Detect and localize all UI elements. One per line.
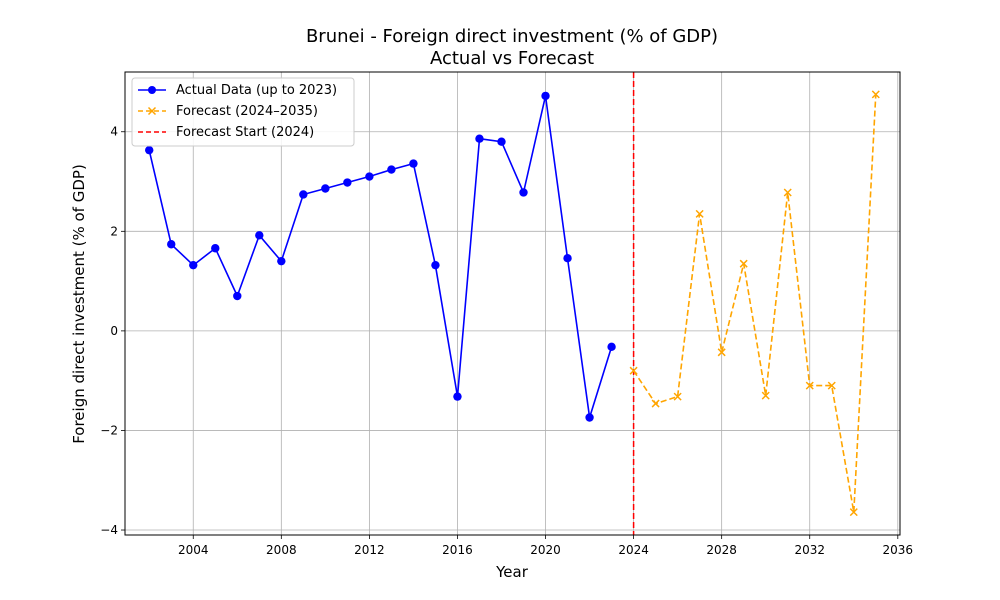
y-tick-label: 0 bbox=[110, 324, 118, 338]
chart-subtitle: Actual vs Forecast bbox=[430, 48, 594, 69]
plot-area-frame bbox=[124, 71, 901, 536]
actual-point bbox=[387, 165, 396, 174]
x-tick-label: 2032 bbox=[794, 543, 825, 557]
actual-point bbox=[607, 342, 616, 352]
forecast-point bbox=[651, 399, 660, 408]
x-tick-label: 2028 bbox=[706, 543, 737, 557]
legend-label-forecast-start: Forecast Start (2024) bbox=[176, 125, 314, 140]
forecast-point bbox=[629, 366, 638, 375]
actual-point bbox=[563, 253, 572, 263]
actual-point bbox=[233, 291, 242, 301]
series-actual bbox=[145, 91, 616, 422]
series-layer bbox=[145, 90, 880, 517]
forecast-point bbox=[761, 391, 770, 400]
actual-point bbox=[145, 145, 154, 155]
actual-point bbox=[409, 159, 418, 168]
legend-marker-actual bbox=[148, 86, 156, 94]
forecast-point bbox=[673, 392, 682, 401]
legend: Actual Data (up to 2023) Forecast (2024–… bbox=[131, 77, 355, 147]
actual-point bbox=[255, 231, 264, 240]
legend-marker-forecast bbox=[147, 106, 157, 116]
forecast-point bbox=[717, 348, 726, 357]
actual-point bbox=[365, 172, 374, 181]
axis-ticks: 2004 2008 2012 2016 2020 2024 2028 2032 2036 −4 −2… bbox=[100, 125, 913, 557]
actual-point bbox=[585, 413, 594, 422]
series-forecast bbox=[629, 90, 880, 517]
legend-label-forecast: Forecast (2024–2035) bbox=[176, 104, 318, 119]
actual-point bbox=[211, 244, 220, 253]
actual-point bbox=[475, 134, 484, 143]
actual-point bbox=[343, 178, 352, 187]
x-tick-label: 2012 bbox=[354, 543, 385, 557]
forecast-point bbox=[783, 188, 792, 197]
forecast-point bbox=[739, 259, 748, 268]
legend-entry-forecast-start: Forecast Start (2024) bbox=[138, 125, 314, 140]
forecast-point bbox=[695, 209, 704, 218]
forecast-point bbox=[871, 90, 880, 99]
chart-title: Brunei - Foreign direct investment (% of… bbox=[306, 26, 718, 47]
x-tick-label: 2008 bbox=[266, 543, 297, 557]
actual-point bbox=[519, 188, 528, 197]
y-tick-label: 2 bbox=[110, 224, 118, 238]
actual-point bbox=[431, 260, 440, 270]
actual-point bbox=[189, 260, 198, 270]
legend-box bbox=[131, 77, 355, 147]
actual-point bbox=[321, 184, 330, 193]
y-tick-label: −4 bbox=[100, 523, 118, 537]
x-axis-label: Year bbox=[495, 563, 529, 581]
forecast-point bbox=[805, 381, 814, 390]
x-tick-label: 2016 bbox=[442, 543, 473, 557]
x-tick-label: 2024 bbox=[618, 543, 649, 557]
actual-point bbox=[497, 137, 506, 146]
actual-point bbox=[541, 91, 550, 101]
y-tick-label: 4 bbox=[110, 125, 118, 139]
x-tick-label: 2020 bbox=[530, 543, 561, 557]
forecast-point bbox=[827, 381, 836, 390]
actual-line bbox=[148, 95, 613, 418]
legend-entry-forecast: Forecast (2024–2035) bbox=[138, 104, 318, 119]
actual-point bbox=[167, 240, 176, 249]
forecast-line bbox=[632, 94, 877, 513]
legend-entry-actual: Actual Data (up to 2023) bbox=[138, 83, 337, 98]
x-tick-label: 2004 bbox=[178, 543, 209, 557]
grid bbox=[125, 72, 900, 535]
actual-point bbox=[453, 392, 462, 401]
y-tick-label: −2 bbox=[100, 423, 118, 437]
actual-point bbox=[277, 256, 286, 266]
x-tick-label: 2036 bbox=[883, 543, 914, 557]
y-axis-label: Foreign direct investment (% of GDP) bbox=[70, 164, 88, 444]
legend-label-actual: Actual Data (up to 2023) bbox=[176, 83, 337, 98]
actual-point bbox=[299, 190, 308, 199]
forecast-point bbox=[849, 508, 858, 517]
